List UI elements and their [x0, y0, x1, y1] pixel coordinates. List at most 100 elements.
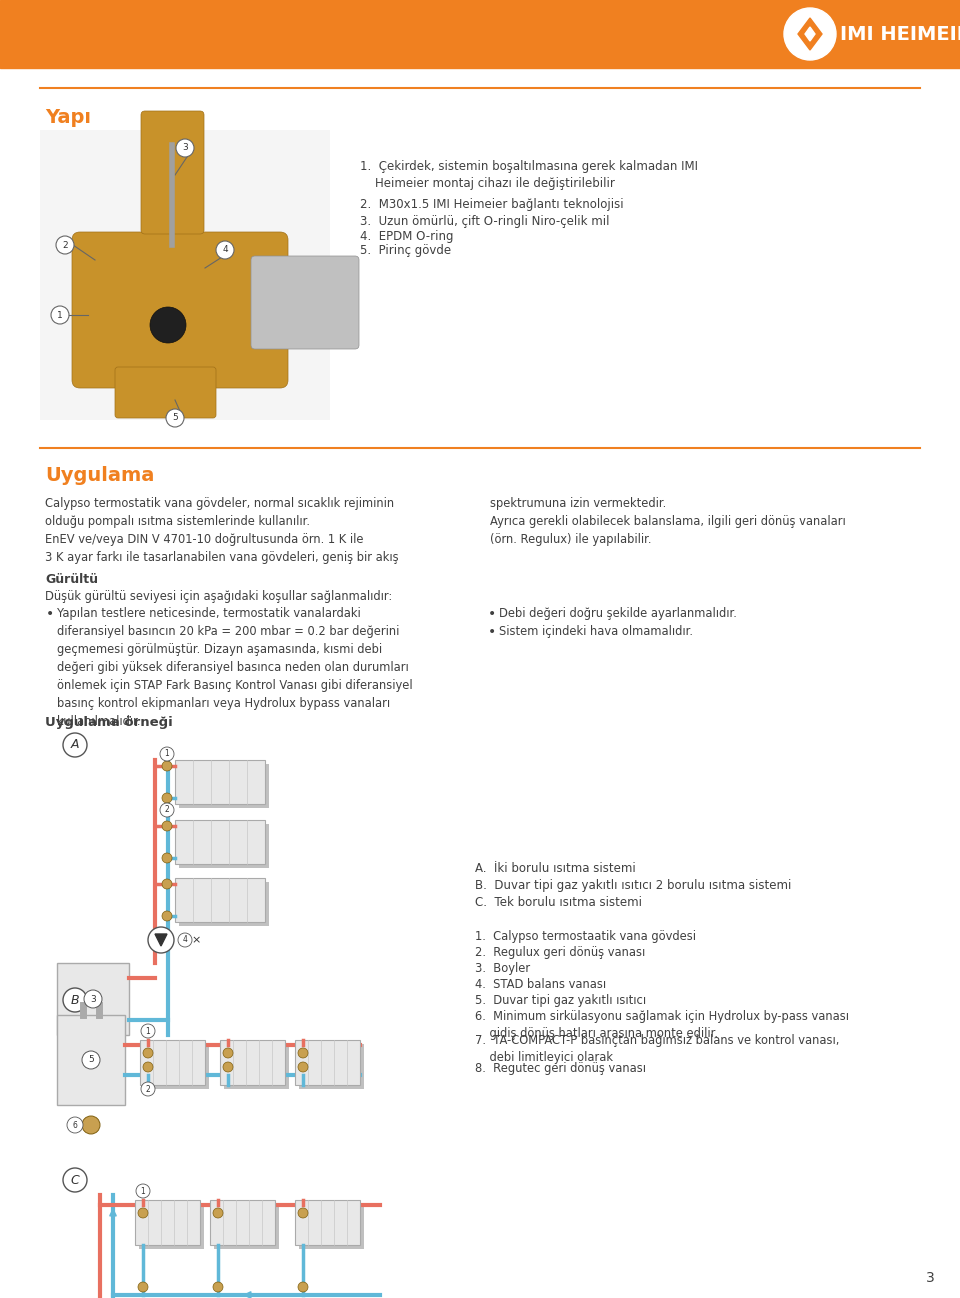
Bar — [0, 0, 960, 67]
Text: IMI HEIMEIER: IMI HEIMEIER — [840, 25, 960, 44]
Text: 3.  Boyler: 3. Boyler — [475, 962, 530, 975]
Circle shape — [82, 1116, 100, 1134]
Text: 2.  Regulux geri dönüş vanası: 2. Regulux geri dönüş vanası — [475, 946, 645, 959]
Text: 1: 1 — [58, 310, 62, 319]
Text: 2: 2 — [62, 240, 68, 249]
FancyBboxPatch shape — [179, 824, 269, 868]
Circle shape — [136, 1184, 150, 1198]
Circle shape — [162, 911, 172, 922]
FancyBboxPatch shape — [175, 761, 265, 803]
Circle shape — [63, 1168, 87, 1192]
Text: Düşük gürültü seviyesi için aşağıdaki koşullar sağlanmalıdır:: Düşük gürültü seviyesi için aşağıdaki ko… — [45, 591, 393, 604]
FancyBboxPatch shape — [139, 1205, 204, 1249]
FancyBboxPatch shape — [175, 820, 265, 864]
Text: 5.  Duvar tipi gaz yakıtlı ısıtıcı: 5. Duvar tipi gaz yakıtlı ısıtıcı — [475, 994, 646, 1007]
FancyBboxPatch shape — [57, 963, 129, 1035]
Text: B: B — [71, 993, 80, 1006]
Text: 2: 2 — [164, 806, 169, 815]
Text: 7.  TA-COMPACT-P basınçtan bağımsız balans ve kontrol vanası,
    debi limitleyi: 7. TA-COMPACT-P basınçtan bağımsız balan… — [475, 1035, 839, 1064]
Text: •: • — [488, 626, 496, 639]
Circle shape — [298, 1062, 308, 1072]
Circle shape — [82, 1051, 100, 1070]
Circle shape — [176, 139, 194, 157]
Text: •: • — [46, 607, 55, 620]
FancyBboxPatch shape — [295, 1040, 360, 1085]
FancyBboxPatch shape — [210, 1199, 275, 1245]
Circle shape — [138, 1208, 148, 1218]
Circle shape — [63, 733, 87, 757]
Text: 1: 1 — [164, 749, 169, 758]
FancyBboxPatch shape — [140, 1040, 205, 1085]
FancyBboxPatch shape — [295, 1199, 360, 1245]
Text: 5: 5 — [172, 414, 178, 423]
FancyBboxPatch shape — [224, 1044, 289, 1089]
FancyBboxPatch shape — [175, 877, 265, 922]
Polygon shape — [805, 27, 815, 42]
Circle shape — [223, 1047, 233, 1058]
Text: 3: 3 — [182, 144, 188, 152]
Circle shape — [160, 748, 174, 761]
Circle shape — [162, 822, 172, 831]
Text: Yapılan testlere neticesinde, termostatik vanalardaki
diferansiyel basıncın 20 k: Yapılan testlere neticesinde, termostati… — [57, 607, 413, 728]
Text: A: A — [71, 739, 80, 752]
Text: Yapı: Yapı — [45, 108, 91, 127]
FancyBboxPatch shape — [214, 1205, 279, 1249]
Polygon shape — [798, 18, 822, 51]
Text: C: C — [71, 1173, 80, 1186]
Circle shape — [162, 793, 172, 803]
FancyBboxPatch shape — [144, 1044, 209, 1089]
FancyBboxPatch shape — [179, 883, 269, 925]
Text: 6.  Minimum sirkülasyonu sağlamak için Hydrolux by-pass vanası
    gidiş dönüş h: 6. Minimum sirkülasyonu sağlamak için Hy… — [475, 1010, 849, 1040]
Text: B.  Duvar tipi gaz yakıtlı ısıtıcı 2 borulu ısıtma sistemi: B. Duvar tipi gaz yakıtlı ısıtıcı 2 boru… — [475, 879, 791, 892]
Circle shape — [213, 1208, 223, 1218]
Circle shape — [216, 241, 234, 260]
Text: 1.  Çekirdek, sistemin boşaltılmasına gerek kalmadan IMI
    Heimeier montaj cih: 1. Çekirdek, sistemin boşaltılmasına ger… — [360, 160, 698, 190]
Text: Sistem içindeki hava olmamalıdır.: Sistem içindeki hava olmamalıdır. — [499, 626, 693, 639]
Circle shape — [148, 927, 174, 953]
Text: Uygulama örneği: Uygulama örneği — [45, 716, 173, 729]
Circle shape — [223, 1062, 233, 1072]
Circle shape — [143, 1062, 153, 1072]
Circle shape — [141, 1024, 155, 1038]
Circle shape — [298, 1208, 308, 1218]
Circle shape — [162, 761, 172, 771]
Text: 1.  Calypso termostaatik vana gövdesi: 1. Calypso termostaatik vana gövdesi — [475, 929, 696, 944]
Text: 4: 4 — [182, 936, 187, 945]
Circle shape — [150, 308, 186, 343]
Circle shape — [67, 1118, 83, 1133]
Circle shape — [138, 1282, 148, 1292]
FancyBboxPatch shape — [299, 1205, 364, 1249]
Text: 3: 3 — [90, 994, 96, 1003]
Text: Calypso termostatik vana gövdeler, normal sıcaklık rejiminin
olduğu pompalı ısıt: Calypso termostatik vana gövdeler, norma… — [45, 497, 398, 565]
FancyBboxPatch shape — [40, 130, 330, 421]
FancyBboxPatch shape — [299, 1044, 364, 1089]
Circle shape — [162, 879, 172, 889]
Text: 6: 6 — [73, 1120, 78, 1129]
Text: Gürültü: Gürültü — [45, 572, 98, 585]
Circle shape — [298, 1282, 308, 1292]
Circle shape — [63, 988, 87, 1012]
Text: 2: 2 — [146, 1085, 151, 1093]
Circle shape — [56, 236, 74, 254]
Text: 4: 4 — [222, 245, 228, 254]
Circle shape — [141, 1083, 155, 1096]
Text: 3.  Uzun ömürlü, çift O-ringli Niro-çelik mil: 3. Uzun ömürlü, çift O-ringli Niro-çelik… — [360, 215, 610, 228]
FancyBboxPatch shape — [72, 232, 288, 388]
Text: 1: 1 — [140, 1186, 145, 1195]
Circle shape — [178, 933, 192, 948]
Text: 1: 1 — [146, 1027, 151, 1036]
Text: 5: 5 — [88, 1055, 94, 1064]
FancyBboxPatch shape — [251, 256, 359, 349]
Text: Debi değeri doğru şekilde ayarlanmalıdır.: Debi değeri doğru şekilde ayarlanmalıdır… — [499, 607, 737, 620]
Text: C.  Tek borulu ısıtma sistemi: C. Tek borulu ısıtma sistemi — [475, 896, 642, 909]
Circle shape — [84, 990, 102, 1009]
Circle shape — [51, 306, 69, 324]
Text: •: • — [488, 607, 496, 620]
FancyBboxPatch shape — [141, 112, 204, 234]
Text: 2.  M30x1.5 IMI Heimeier bağlantı teknolojisi: 2. M30x1.5 IMI Heimeier bağlantı teknolo… — [360, 199, 624, 212]
FancyBboxPatch shape — [220, 1040, 285, 1085]
Ellipse shape — [784, 8, 836, 60]
Text: ×: × — [191, 935, 201, 945]
Polygon shape — [155, 935, 167, 946]
Text: 4.  STAD balans vanası: 4. STAD balans vanası — [475, 977, 606, 990]
